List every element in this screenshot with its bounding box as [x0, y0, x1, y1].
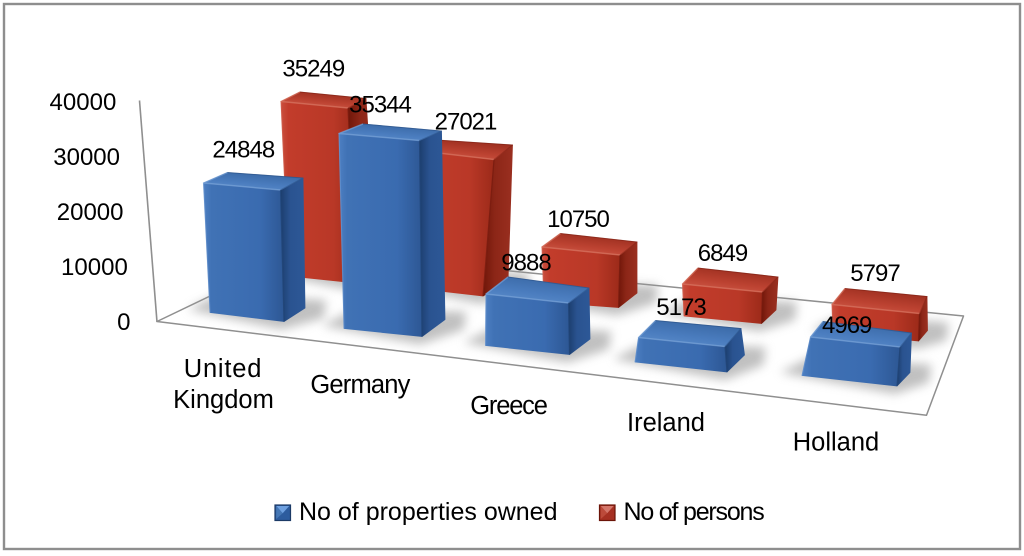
svg-text:10000: 10000 — [61, 254, 128, 281]
svg-text:9888: 9888 — [501, 250, 551, 277]
svg-text:30000: 30000 — [53, 144, 120, 171]
svg-text:Kingdom: Kingdom — [173, 386, 274, 414]
svg-text:40000: 40000 — [50, 89, 117, 116]
svg-text:4969: 4969 — [822, 312, 872, 339]
svg-text:27021: 27021 — [435, 109, 497, 136]
svg-text:24848: 24848 — [212, 137, 274, 164]
svg-text:Germany: Germany — [310, 371, 410, 399]
svg-text:Ireland: Ireland — [627, 409, 705, 437]
svg-text:6849: 6849 — [698, 240, 748, 267]
svg-text:5797: 5797 — [850, 260, 900, 287]
svg-text:35344: 35344 — [349, 92, 411, 119]
svg-text:10750: 10750 — [547, 206, 609, 233]
svg-text:United: United — [184, 355, 263, 383]
svg-text:5173: 5173 — [656, 294, 706, 321]
svg-text:35249: 35249 — [282, 56, 344, 83]
svg-text:No of properties owned: No of properties owned — [299, 498, 557, 526]
svg-text:Holland: Holland — [793, 429, 879, 457]
svg-text:No of persons: No of persons — [624, 498, 765, 526]
svg-text:Greece: Greece — [470, 392, 547, 420]
svg-text:20000: 20000 — [57, 199, 124, 226]
svg-text:0: 0 — [117, 309, 130, 336]
